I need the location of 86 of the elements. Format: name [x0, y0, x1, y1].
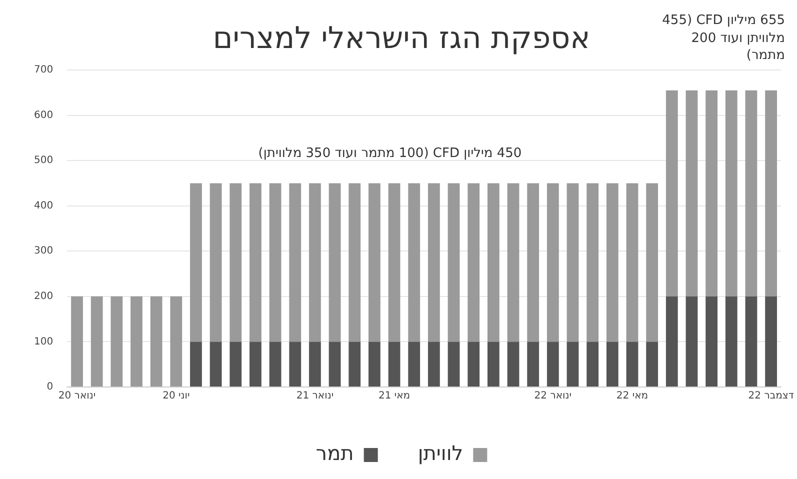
legend-label: לוויתן [418, 441, 464, 466]
x-tick-label: ינואר 20 [58, 390, 96, 402]
bar [309, 342, 321, 386]
bar [190, 342, 202, 386]
bar [269, 183, 282, 342]
bar [388, 342, 400, 386]
bar [666, 90, 678, 296]
bar [745, 90, 758, 296]
bar [210, 342, 222, 386]
bar [150, 296, 162, 386]
bar [90, 296, 103, 386]
bar [566, 342, 579, 386]
bar [487, 342, 500, 386]
x-tick-label: יוני 20 [162, 390, 190, 402]
bar [110, 296, 123, 386]
bar [289, 342, 302, 386]
bar [487, 183, 500, 342]
y-tick-label: 600 [34, 110, 54, 121]
bar [348, 183, 361, 342]
y-tick-label: 500 [34, 155, 54, 166]
chart-title: אספקת הגז הישראלי למצרים [212, 20, 590, 56]
y-tick-label: 300 [34, 246, 54, 257]
annotation: 450 מיליון CFD (100 מתמר ועוד 350 מלוויתן) [257, 146, 523, 161]
bar [468, 342, 480, 386]
bar [606, 183, 618, 342]
bar [686, 90, 698, 296]
bar [765, 90, 777, 296]
bar [448, 342, 460, 386]
bar [626, 183, 638, 342]
bar [309, 183, 321, 342]
bar [428, 342, 440, 386]
bar [428, 183, 440, 342]
bar [725, 90, 738, 296]
x-tick-label: דצמבר 22 [748, 390, 794, 402]
bar [269, 342, 282, 386]
bar [408, 183, 420, 342]
bar [546, 342, 559, 386]
bar [328, 183, 341, 342]
bar [765, 296, 777, 386]
y-tick-label: 400 [34, 200, 54, 212]
bar [230, 183, 242, 342]
bar [250, 342, 262, 386]
bar [368, 342, 380, 386]
bar [190, 183, 202, 342]
bar [586, 342, 599, 386]
bar [646, 183, 658, 342]
bar [666, 296, 678, 386]
bar [646, 342, 658, 386]
bar [210, 183, 222, 342]
bar [706, 296, 718, 386]
bar [408, 342, 420, 386]
bar [745, 296, 758, 386]
bar [507, 183, 520, 342]
bar [289, 183, 302, 342]
bar [507, 342, 520, 386]
bar [250, 183, 262, 342]
y-tick-label: 200 [34, 291, 54, 302]
bar [170, 296, 182, 386]
text: 655 מיליון CFD (455 מלוויתן ועוד 200 מתמר) [661, 12, 785, 65]
x-tick-label: מאי 22 [616, 390, 648, 402]
bar [328, 342, 341, 386]
bar [706, 90, 718, 296]
bar [71, 296, 83, 386]
y-tick-label: 700 [34, 64, 54, 76]
bar [725, 296, 738, 386]
bar [546, 183, 559, 342]
bar [626, 342, 638, 386]
y-tick-label: 0 [46, 382, 54, 393]
bar [586, 183, 599, 342]
legend-label: תמר [316, 441, 354, 466]
bar [368, 183, 380, 342]
bar [388, 183, 400, 342]
bar [527, 183, 540, 342]
x-tick-label: ינואר 21 [296, 390, 334, 402]
bar [230, 342, 242, 386]
bar [348, 342, 361, 386]
bar [130, 296, 142, 386]
bar [606, 342, 618, 386]
bar [566, 183, 579, 342]
y-tick-label: 100 [34, 336, 54, 348]
bar [686, 296, 698, 386]
x-tick-label: ינואר 22 [534, 390, 572, 402]
bar [448, 183, 460, 342]
bar [527, 342, 540, 386]
bar [468, 183, 480, 342]
x-tick-label: מאי 21 [378, 390, 410, 402]
